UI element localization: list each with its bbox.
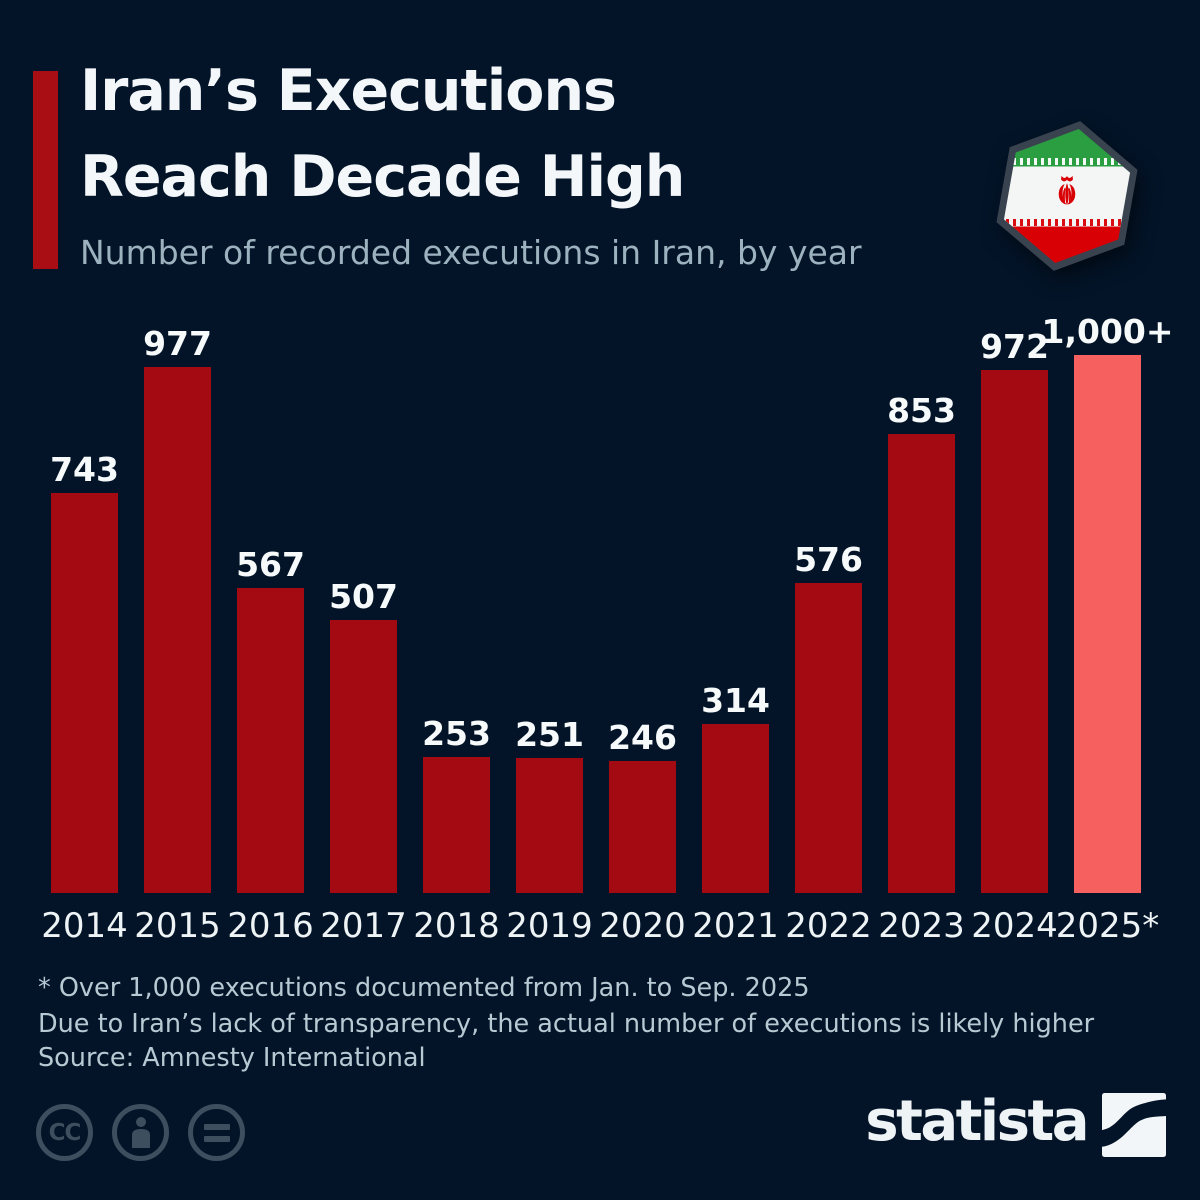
bar-value-label: 246 (608, 718, 677, 757)
iran-emblem-icon (1044, 173, 1090, 219)
bar (888, 434, 955, 893)
footnote-line-1: * Over 1,000 executions documented from … (38, 973, 810, 1003)
hexagon-flag-clip (989, 117, 1145, 274)
x-axis-label: 2017 (320, 906, 407, 946)
statista-wordmark: statista (865, 1089, 1089, 1154)
x-axis-label: 2024 (971, 906, 1058, 946)
x-axis-label: 2025* (1055, 906, 1160, 946)
title-line-2: Reach Decade High (80, 144, 685, 210)
x-axis-label: 2016 (227, 906, 314, 946)
bar-column: 743 2014 (41, 300, 128, 946)
bar-column: 576 2022 (785, 300, 872, 946)
bar (981, 370, 1048, 893)
hexagon-border (980, 108, 1154, 284)
bar-column: 977 2015 (134, 300, 221, 946)
bar-value-label: 576 (794, 540, 863, 579)
bar-column: 246 2020 (599, 300, 686, 946)
bar-value-label: 1,000+ (1041, 312, 1174, 351)
bar (51, 493, 118, 893)
bar-column: 251 2019 (506, 300, 593, 946)
iran-flag-badge (992, 120, 1142, 272)
x-axis-label: 2020 (599, 906, 686, 946)
x-axis-label: 2021 (692, 906, 779, 946)
x-axis-label: 2022 (785, 906, 872, 946)
footnote-line-2: Due to Iran’s lack of transparency, the … (38, 1009, 1095, 1039)
bar (795, 583, 862, 893)
person-glyph (131, 1116, 150, 1148)
attribution-person-icon[interactable] (112, 1104, 169, 1161)
statista-logo[interactable]: statista (865, 1093, 1166, 1157)
x-axis-label: 2019 (506, 906, 593, 946)
page-title: Iran’s Executions Reach Decade High (80, 48, 685, 220)
bar-column: 507 2017 (320, 300, 407, 946)
title-accent-bar (33, 71, 58, 269)
equals-icon[interactable] (188, 1104, 245, 1161)
bar-column: 972 2024 (971, 300, 1058, 946)
equals-glyph (203, 1123, 230, 1142)
bar-chart: 743 2014 977 2015 567 2016 507 2017 253 2018 251 20… (41, 300, 1173, 946)
iran-flag-stripes (989, 117, 1145, 274)
bar-value-label: 567 (236, 545, 305, 584)
bar-column: 314 2021 (692, 300, 779, 946)
bar-value-label: 977 (143, 324, 212, 363)
takbir-band-top (989, 158, 1145, 165)
bar (423, 757, 490, 893)
page-subtitle: Number of recorded executions in Iran, b… (80, 233, 862, 272)
bar (702, 724, 769, 893)
bar-column: 853 2023 (878, 300, 965, 946)
statista-swoosh-icon (1102, 1093, 1166, 1157)
bar-value-label: 251 (515, 715, 584, 754)
x-axis-label: 2014 (41, 906, 128, 946)
cc-icon[interactable]: CC (36, 1104, 93, 1161)
bar (516, 758, 583, 893)
cc-icon-label: CC (48, 1119, 82, 1146)
bar-column: 253 2018 (413, 300, 500, 946)
bar (1074, 355, 1141, 893)
chart-footnote: * Over 1,000 executions documented from … (38, 970, 1094, 1042)
license-icons: CC (36, 1104, 245, 1161)
bar (609, 761, 676, 893)
x-axis-label: 2015 (134, 906, 221, 946)
bar-column: 1,000+ 2025* (1041, 300, 1173, 946)
bar-column: 567 2016 (227, 300, 314, 946)
bar (237, 588, 304, 893)
bar-value-label: 253 (422, 714, 491, 753)
bar-value-label: 507 (329, 577, 398, 616)
x-axis-label: 2023 (878, 906, 965, 946)
bar-value-label: 314 (701, 681, 770, 720)
bar (144, 367, 211, 893)
bar (330, 620, 397, 893)
title-line-1: Iran’s Executions (80, 58, 617, 124)
bar-value-label: 743 (50, 450, 119, 489)
x-axis-label: 2018 (413, 906, 500, 946)
takbir-band-bottom (989, 219, 1145, 226)
source-credit: Source: Amnesty International (38, 1043, 426, 1073)
bar-value-label: 972 (980, 327, 1049, 366)
bar-value-label: 853 (887, 391, 956, 430)
